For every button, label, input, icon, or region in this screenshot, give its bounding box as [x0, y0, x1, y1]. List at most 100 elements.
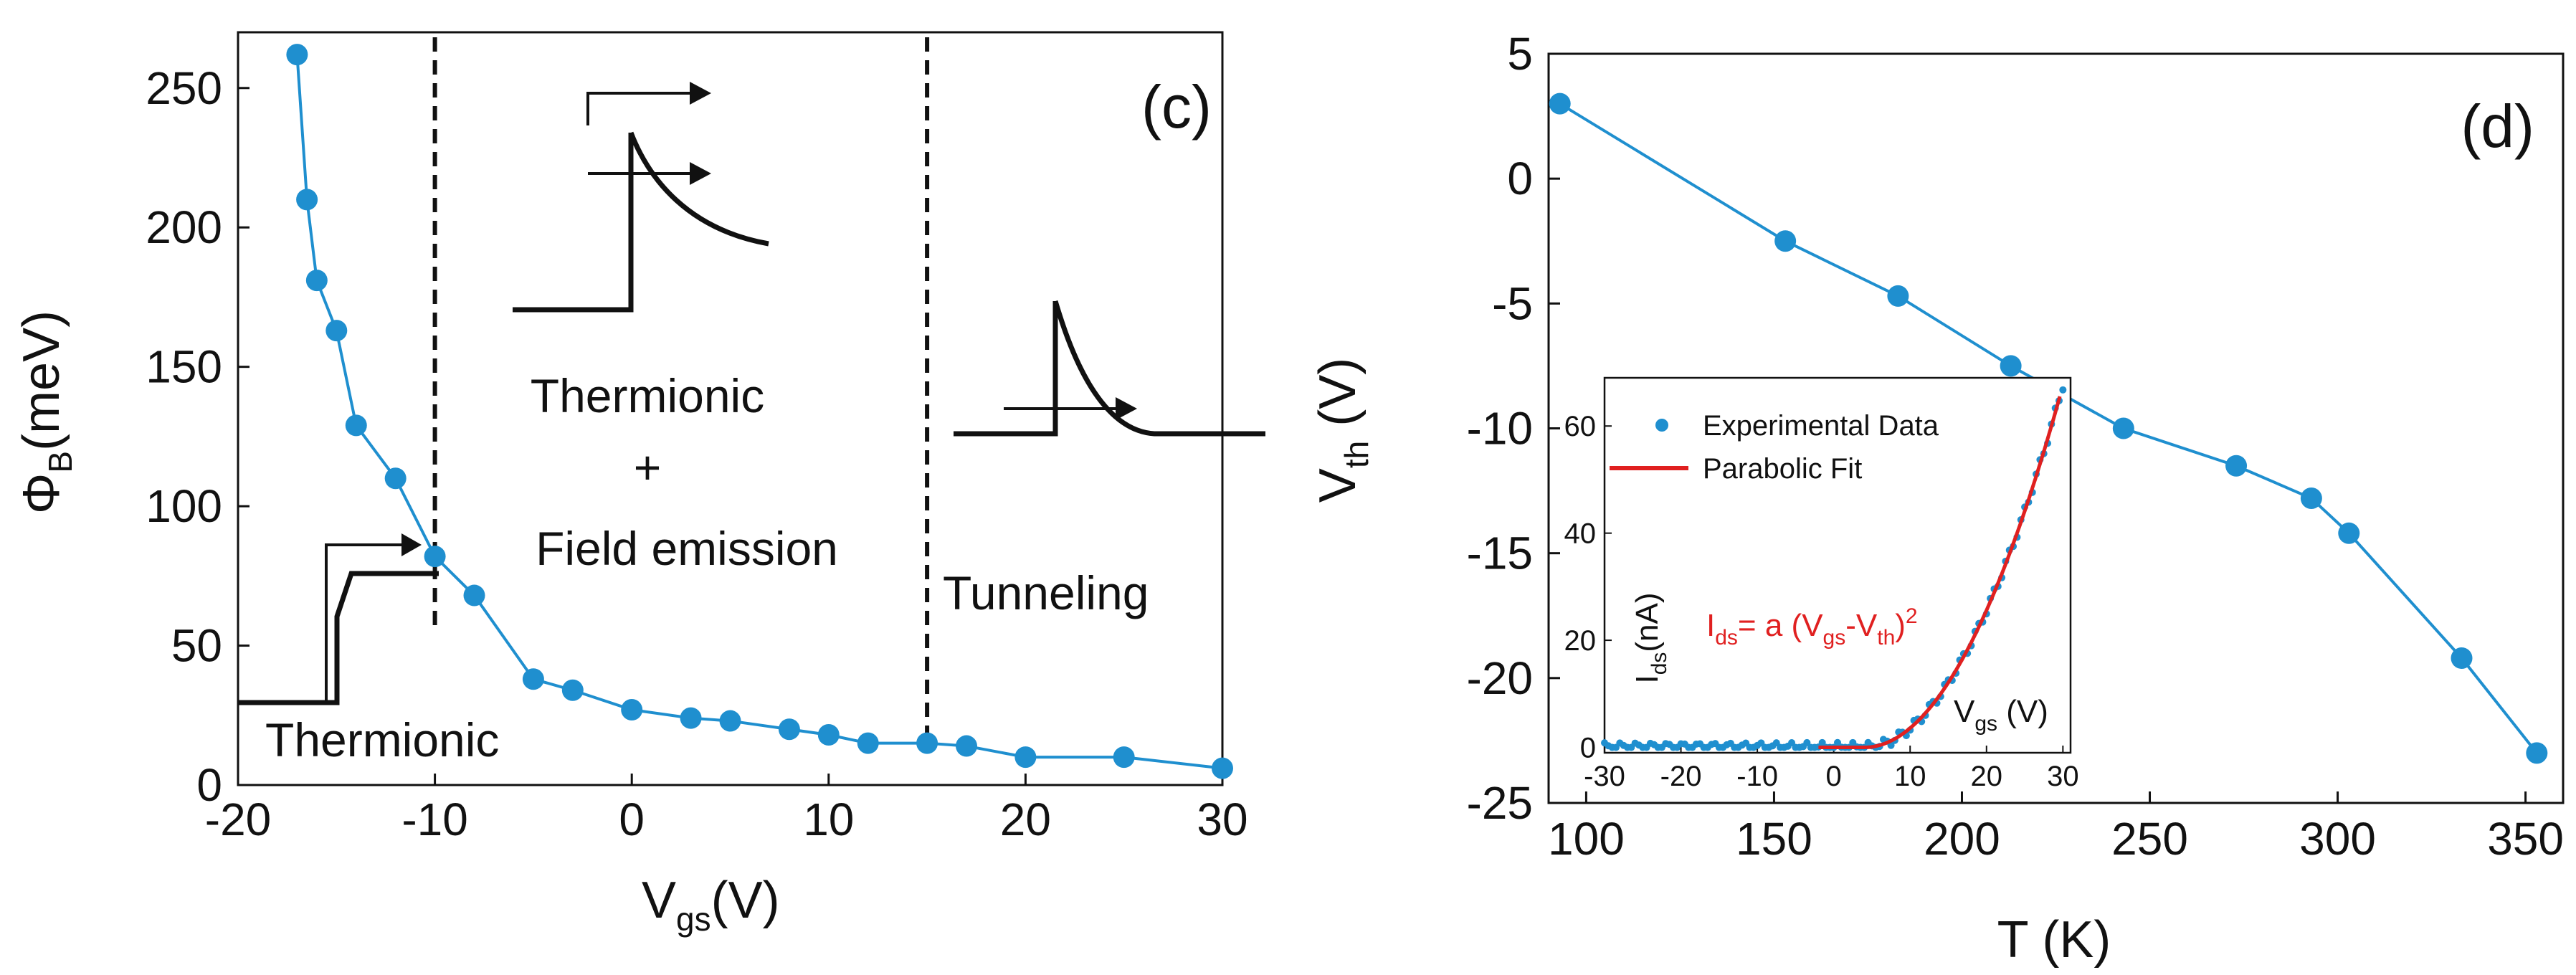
- inset-y-tick-label: 40: [1564, 518, 1597, 550]
- x-tick-label: -20: [205, 794, 272, 845]
- x-tick-label: 200: [1924, 813, 2000, 865]
- data-point: [916, 732, 938, 754]
- inset-y-title-main: I: [1630, 675, 1665, 683]
- fit-formula-part: th: [1877, 626, 1895, 650]
- y-tick-label: 150: [146, 341, 222, 393]
- data-point: [2225, 455, 2248, 477]
- y-axis-ticks-d: -25 -20 -15 -10 -5 0 5: [1467, 28, 1560, 829]
- x-tick-label: -10: [401, 794, 468, 845]
- data-point: [1113, 746, 1135, 769]
- data-point: [2526, 742, 2548, 764]
- inset-x-tick-label: -10: [1736, 761, 1778, 792]
- fit-formula-part: 2: [1906, 604, 1918, 628]
- legend-label-fit: Parabolic Fit: [1703, 453, 1862, 485]
- y-axis-title-d-unit: (V): [1309, 358, 1367, 441]
- x-axis-title-c-main: V: [642, 872, 676, 929]
- y-axis-ticks-c: 0 50 100 150 200 250: [146, 62, 249, 811]
- x-tick-label: 0: [619, 794, 645, 845]
- x-tick-label: 10: [803, 794, 854, 845]
- inset-parabolic-fit-line: [1818, 396, 2062, 749]
- y-tick-label: -20: [1467, 652, 1534, 704]
- y-axis-title-d-sub: th: [1338, 441, 1375, 468]
- y-tick-label: 50: [171, 620, 222, 672]
- x-axis-title-c-unit: (V): [711, 872, 780, 929]
- x-tick-label: 20: [1000, 794, 1051, 845]
- y-tick-label: 250: [146, 62, 222, 114]
- data-point: [778, 718, 800, 741]
- data-point: [561, 679, 584, 701]
- panel-label-d: (d): [2461, 92, 2534, 160]
- fit-formula-part: ): [1895, 608, 1906, 643]
- data-point: [857, 732, 879, 754]
- data-point: [1887, 285, 1909, 307]
- data-point: [424, 546, 446, 568]
- y-axis-title-c-sub: B: [42, 451, 79, 473]
- y-axis-title-d: Vth (V): [1309, 358, 1375, 503]
- data-point: [325, 320, 348, 342]
- inset-y-tick-label: 0: [1580, 733, 1596, 764]
- data-point: [2300, 488, 2322, 510]
- data-point: [296, 189, 318, 211]
- inset-y-title-unit: (nA): [1630, 592, 1665, 652]
- data-point: [286, 44, 308, 66]
- inset-x-tick-label: 10: [1894, 761, 1926, 792]
- region-label-mixed-1: Thermionic: [531, 369, 764, 422]
- series-phi-b: [286, 44, 1233, 779]
- y-axis-title-c-unit: (meV): [13, 310, 70, 451]
- y-tick-label: 200: [146, 201, 222, 253]
- data-point: [680, 707, 702, 729]
- thermionic-band-diagram: [238, 533, 439, 705]
- x-tick-label: 150: [1736, 813, 1812, 865]
- inset-y-ticks: 0 20 40 60: [1564, 411, 1612, 764]
- data-point: [1014, 746, 1037, 769]
- inset-data-point: [1803, 738, 1811, 746]
- inset-data-point: [2059, 386, 2067, 394]
- x-tick-label: 350: [2487, 813, 2564, 865]
- y-tick-label: 0: [1507, 153, 1533, 204]
- inset-x-title: Vgs (V): [1954, 694, 2048, 736]
- inset-x-title-main: V: [1954, 694, 1975, 729]
- field-emission-band-diagram: [513, 82, 769, 313]
- y-axis-title-c: ΦB(meV): [13, 310, 79, 514]
- series-v-th: [1549, 92, 2548, 764]
- legend-marker-experimental: [1655, 419, 1668, 432]
- region-label-mixed-3: Field emission: [536, 522, 838, 575]
- y-axis-title-d-main: V: [1309, 468, 1367, 503]
- inset-x-tick-label: 30: [2047, 761, 2079, 792]
- region-label-thermionic: Thermionic: [265, 713, 499, 766]
- x-axis-title-d: T (K): [1997, 911, 2111, 969]
- panel-d: 100 150 200 250 300 350 -25-20-15-10-505 (d) …: [1309, 28, 2565, 969]
- data-point: [2112, 417, 2134, 439]
- fit-formula-part: gs: [1823, 626, 1846, 650]
- x-tick-label: 250: [2111, 813, 2188, 865]
- panel-c: -20 -10 0 10 20 30 0 50 100 150 200 250 (c) Thermi…: [13, 31, 1265, 938]
- data-point: [719, 710, 741, 732]
- inset-x-tick-label: 20: [1971, 761, 2003, 792]
- data-point: [2338, 522, 2360, 544]
- data-point: [384, 467, 407, 490]
- inset-x-title-sub: gs: [1974, 712, 1997, 736]
- legend-label-experimental: Experimental Data: [1703, 410, 1939, 442]
- x-axis-ticks-d: 100 150 200 250 300 350: [1548, 791, 2564, 865]
- y-tick-label: 100: [146, 480, 222, 532]
- inset-frame: [1603, 376, 2072, 754]
- inset-y-title-sub: ds: [1648, 652, 1671, 675]
- inset-plot: -30 -20 -10 0 10 20 30 0 20 40 60 Experimental Da…: [1564, 376, 2079, 792]
- data-point: [817, 724, 840, 746]
- inset-y-title: Ids(nA): [1630, 592, 1671, 683]
- fit-formula: Ids= a (Vgs-Vth)2: [1706, 604, 1918, 650]
- x-tick-label: 100: [1548, 813, 1625, 865]
- inset-x-tick-label: -20: [1660, 761, 1702, 792]
- y-tick-label: 0: [196, 759, 222, 811]
- data-point: [305, 270, 328, 292]
- inset-legend: Experimental Data Parabolic Fit: [1610, 410, 1939, 485]
- x-tick-label: 30: [1197, 794, 1247, 845]
- x-axis-title-c: Vgs(V): [642, 872, 780, 938]
- data-point: [522, 668, 544, 690]
- data-point: [2451, 647, 2473, 669]
- y-tick-label: 5: [1507, 28, 1533, 80]
- inset-data-point: [1818, 738, 1826, 746]
- inset-y-tick-label: 20: [1564, 625, 1597, 657]
- series-line-v-th: [1559, 102, 2538, 754]
- data-point: [463, 584, 485, 607]
